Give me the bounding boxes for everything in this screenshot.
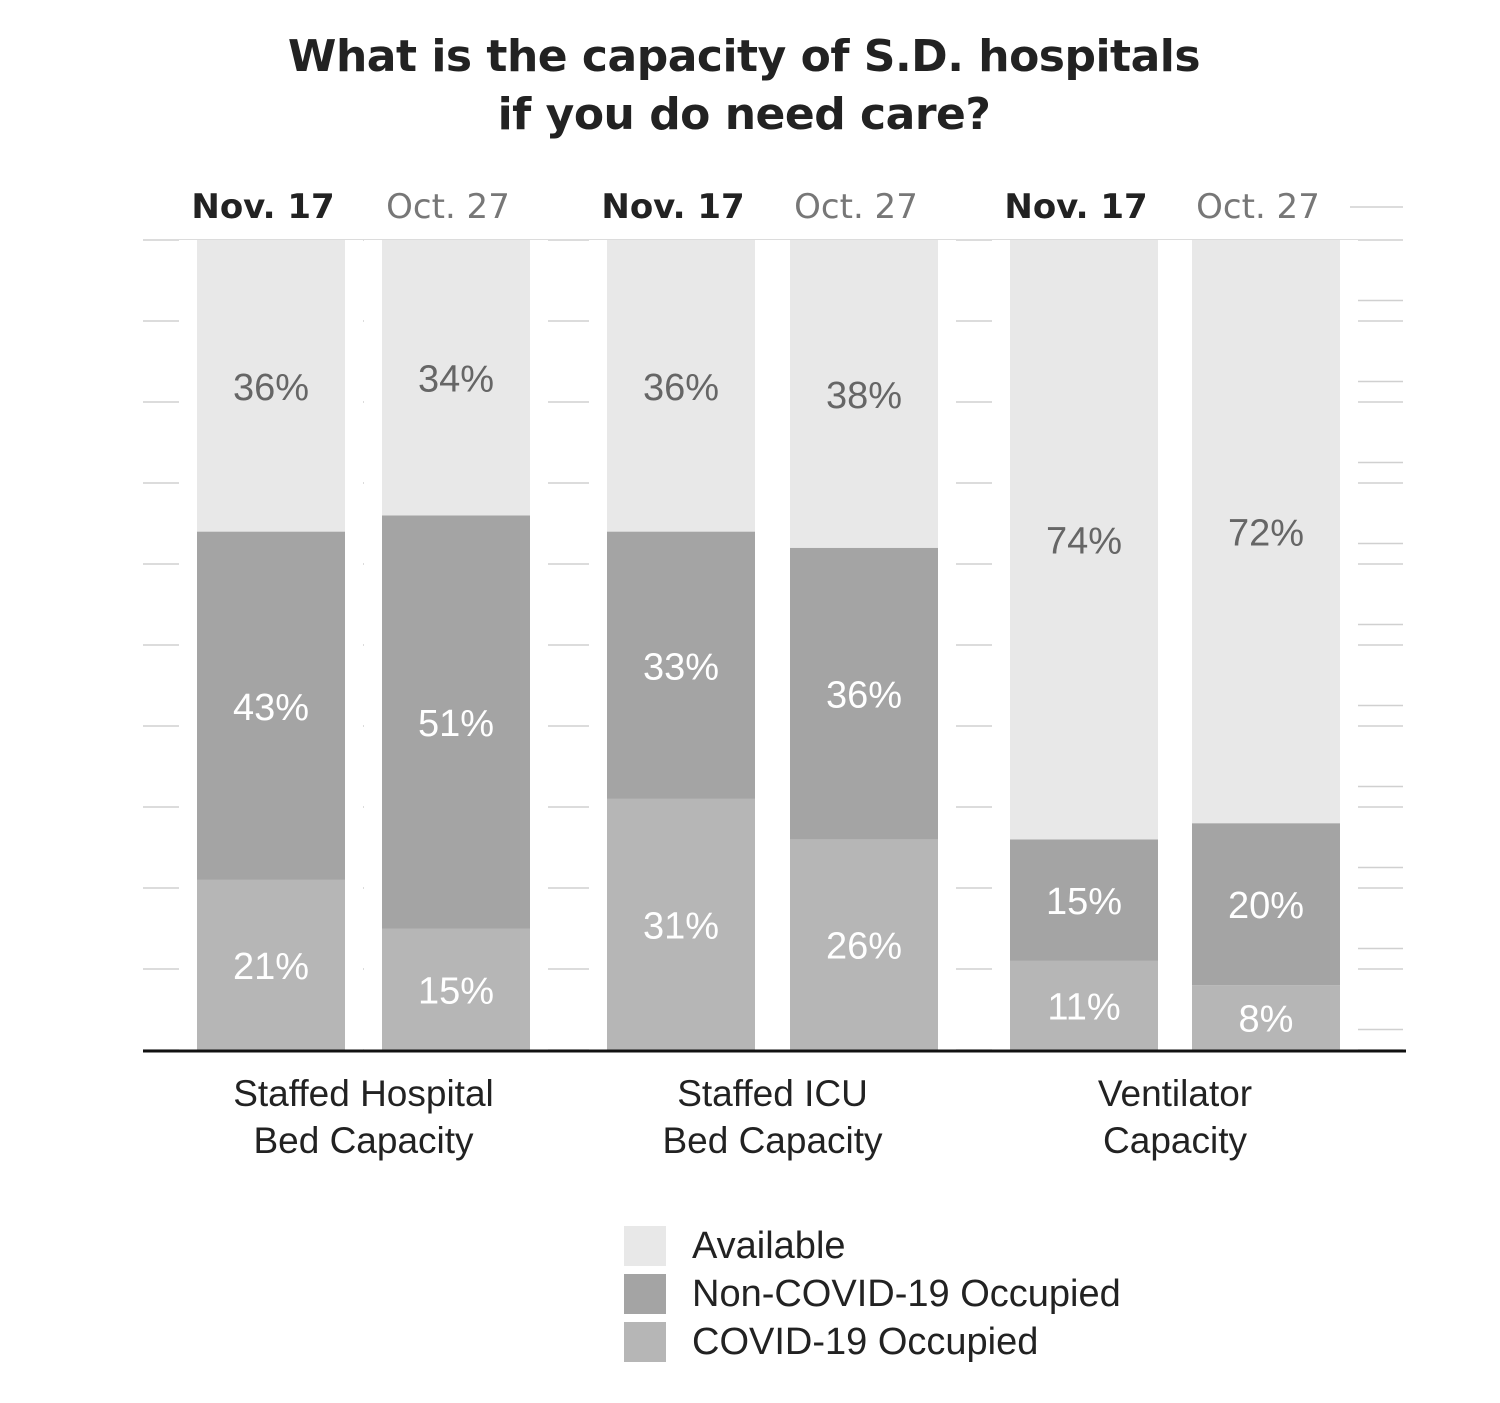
legend-item-non-covid: Non-COVID-19 Occupied	[624, 1270, 1121, 1318]
legend-item-available: Available	[624, 1222, 1121, 1270]
bar-segment-non-covid	[1010, 839, 1158, 961]
bar-date-label: Nov. 17	[191, 187, 334, 227]
data-label: 34%	[418, 359, 494, 401]
bar-segment-available	[790, 240, 938, 548]
category-label: Bed Capacity	[662, 1120, 883, 1161]
data-label: 72%	[1228, 513, 1304, 555]
bar-date-label: Oct. 27	[386, 187, 510, 227]
bar-date-label: Oct. 27	[794, 187, 918, 227]
legend-swatch-covid	[624, 1322, 666, 1362]
data-label: 43%	[233, 687, 309, 729]
bar-segment-available	[197, 240, 345, 532]
data-label: 26%	[826, 926, 902, 968]
bar-date-label: Oct. 27	[1196, 187, 1320, 227]
bar-segment-covid	[1010, 960, 1158, 1050]
data-label: 36%	[826, 675, 902, 717]
chart-title-line-2: if you do need care?	[497, 89, 991, 140]
data-label: 74%	[1046, 521, 1122, 563]
data-label: 36%	[643, 367, 719, 409]
data-label: 20%	[1228, 885, 1304, 927]
data-label: 11%	[1047, 986, 1120, 1028]
data-label: 33%	[643, 646, 719, 688]
category-label: Capacity	[1103, 1120, 1247, 1161]
bar-segment-non-covid	[790, 547, 938, 840]
data-label: 15%	[1046, 881, 1122, 923]
data-label: 15%	[418, 970, 494, 1012]
legend-label-covid: COVID-19 Occupied	[692, 1320, 1039, 1363]
legend-item-covid: COVID-19 Occupied	[624, 1318, 1121, 1366]
bar-date-label: Nov. 17	[601, 187, 744, 227]
chart-title: What is the capacity of S.D. hospitals i…	[0, 28, 1488, 144]
bar-segment-non-covid	[607, 531, 755, 799]
bar-segment-non-covid	[197, 531, 345, 880]
data-label: 31%	[643, 905, 719, 947]
bar-segment-available	[382, 240, 530, 516]
category-label: Staffed ICU	[677, 1073, 868, 1114]
bar-segment-non-covid	[382, 515, 530, 929]
bar-segment-available	[607, 240, 755, 532]
category-label: Ventilator	[1098, 1073, 1252, 1114]
bar-date-label: Nov. 17	[1004, 187, 1147, 227]
bar-segment-covid	[1192, 985, 1340, 1050]
bar-segment-covid	[197, 879, 345, 1050]
bar-segment-covid	[790, 839, 938, 1050]
bar-segment-non-covid	[1192, 823, 1340, 986]
data-label: 51%	[418, 703, 494, 745]
legend-swatch-non-covid	[624, 1274, 666, 1314]
bar-segment-covid	[382, 928, 530, 1050]
bar-segment-available	[1010, 240, 1158, 840]
category-label: Staffed Hospital	[233, 1073, 494, 1114]
bar-segment-available	[1192, 240, 1340, 824]
data-label: 8%	[1239, 999, 1294, 1041]
legend: Available Non-COVID-19 Occupied COVID-19…	[624, 1222, 1121, 1366]
data-label: 21%	[233, 946, 309, 988]
chart-title-line-1: What is the capacity of S.D. hospitals	[287, 31, 1201, 82]
legend-swatch-available	[624, 1226, 666, 1266]
category-label: Bed Capacity	[253, 1120, 474, 1161]
bar-segment-covid	[607, 798, 755, 1050]
data-label: 36%	[233, 367, 309, 409]
data-label: 38%	[826, 375, 902, 417]
legend-label-non-covid: Non-COVID-19 Occupied	[692, 1272, 1121, 1315]
legend-label-available: Available	[692, 1224, 846, 1267]
